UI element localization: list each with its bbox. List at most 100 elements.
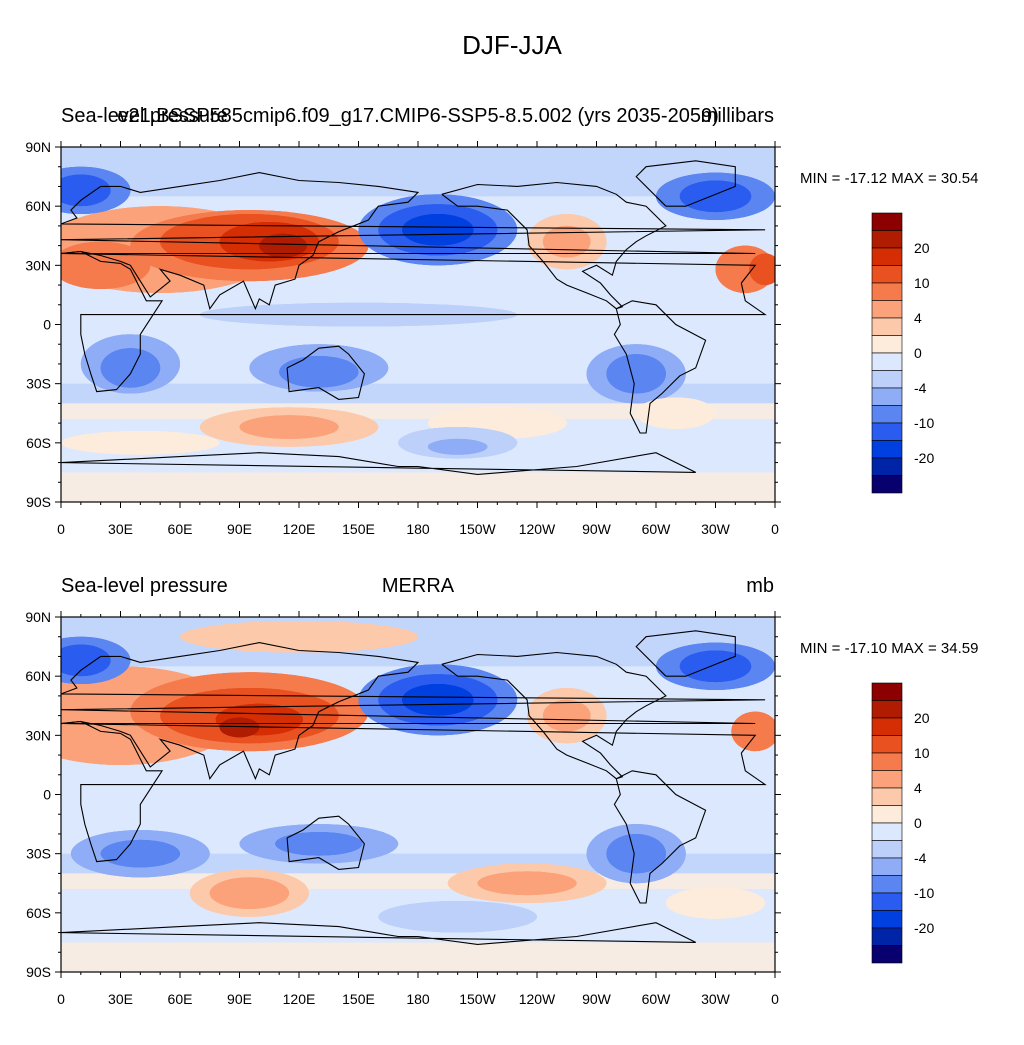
coastline	[61, 720, 767, 863]
map-panel-obs: Sea-level pressure MERRA mb MIN = -17.10…	[0, 565, 1024, 1045]
anomaly-contour	[749, 253, 775, 286]
colorbar-swatch	[871, 300, 903, 319]
colorbar-swatch	[871, 805, 903, 824]
anomaly-contour	[636, 397, 716, 430]
x-tick-label: 90W	[582, 521, 612, 537]
x-tick-label: 0	[771, 991, 779, 1007]
anomaly-contour	[542, 699, 591, 732]
anomaly-contour	[275, 831, 363, 856]
x-tick-label: 120E	[283, 991, 316, 1007]
x-tick-label: 0	[57, 991, 65, 1007]
colorbar-swatch	[871, 422, 903, 441]
anomaly-contour	[100, 839, 180, 868]
y-tick-label: 0	[43, 787, 51, 803]
map-plot-model: 0 30E 60E 90E 120E 150E 180 150W 120W 90W 60W 30W 09…	[25, 139, 934, 537]
colorbar: 20 10 4 0 -4 -10 -20	[871, 212, 934, 494]
y-tick-label: 30S	[26, 376, 51, 392]
colorbar: 20 10 4 0 -4 -10 -20	[871, 682, 934, 964]
y-tick-label: 60N	[25, 668, 51, 684]
x-tick-label: 120E	[283, 521, 316, 537]
coastline	[61, 922, 696, 945]
colorbar-label: -10	[914, 885, 934, 901]
y-tick-label: 90N	[25, 609, 51, 625]
x-tick-label: 150W	[459, 991, 496, 1007]
coastline	[61, 452, 696, 475]
colorbar-label: -4	[914, 380, 927, 396]
x-tick-label: 150E	[342, 991, 375, 1007]
anomaly-contour	[209, 877, 290, 909]
panel-min-max: MIN = -17.12 MAX = 30.54	[800, 170, 979, 187]
x-tick-label: 120W	[519, 991, 556, 1007]
coastline	[613, 300, 707, 434]
x-tick-label: 180	[406, 521, 430, 537]
anomaly-contour	[61, 241, 151, 289]
colorbar-swatch	[871, 475, 903, 494]
x-tick-label: 30W	[701, 521, 731, 537]
x-tick-label: 180	[406, 991, 430, 1007]
colorbar-swatch	[871, 405, 903, 424]
coastline	[286, 815, 365, 870]
anomaly-band	[61, 472, 775, 502]
colorbar-swatch	[871, 717, 903, 736]
x-tick-label: 0	[57, 521, 65, 537]
coastline	[61, 250, 767, 393]
x-tick-label: 150E	[342, 521, 375, 537]
colorbar-swatch	[871, 700, 903, 719]
colorbar-swatch	[871, 682, 903, 701]
colorbar-swatch	[871, 230, 903, 249]
anomaly-contour	[477, 871, 577, 896]
anomaly-contour	[279, 356, 359, 388]
colorbar-label: 20	[914, 240, 930, 256]
colorbar-swatch	[871, 352, 903, 371]
figure-title: DJF-JJA	[462, 30, 562, 60]
map-field	[61, 617, 775, 972]
x-tick-label: 90W	[582, 991, 612, 1007]
panel-min-max: MIN = -17.10 MAX = 34.59	[800, 640, 979, 657]
y-tick-label: 30N	[25, 727, 51, 743]
y-tick-label: 90N	[25, 139, 51, 155]
colorbar-swatch	[871, 317, 903, 336]
anomaly-contour	[219, 717, 260, 738]
x-tick-label: 150W	[459, 521, 496, 537]
x-tick-label: 90E	[227, 991, 252, 1007]
y-tick-label: 60N	[25, 198, 51, 214]
colorbar-swatch	[871, 370, 903, 389]
panel-left-title: Sea-level pressure	[61, 105, 228, 127]
coastline	[441, 181, 667, 310]
anomaly-contour	[378, 901, 537, 933]
coastline	[61, 172, 766, 311]
y-tick-label: 30S	[26, 846, 51, 862]
colorbar-label: 4	[914, 310, 922, 326]
colorbar-swatch	[871, 945, 903, 964]
colorbar-swatch	[871, 840, 903, 859]
colorbar-label: 10	[914, 275, 930, 291]
anomaly-contour	[606, 354, 666, 394]
colorbar-label: 4	[914, 780, 922, 796]
coastline	[441, 651, 667, 780]
panel-units: millibars	[700, 105, 774, 127]
coastline	[613, 770, 707, 904]
map-field	[61, 147, 775, 502]
anomaly-contour	[402, 684, 474, 716]
y-tick-label: 60S	[26, 435, 51, 451]
y-tick-label: 90S	[26, 964, 51, 980]
colorbar-swatch	[871, 752, 903, 771]
panel-center-title: e21.BSSP585cmip6.f09_g17.CMIP6-SSP5-8.5.…	[117, 105, 719, 127]
anomaly-band	[61, 147, 775, 197]
colorbar-swatch	[871, 822, 903, 841]
colorbar-swatch	[871, 927, 903, 946]
x-tick-label: 60W	[642, 991, 672, 1007]
colorbar-swatch	[871, 735, 903, 754]
x-tick-label: 120W	[519, 521, 556, 537]
anomaly-band	[61, 942, 775, 972]
anomaly-contour	[679, 180, 752, 213]
anomaly-contour	[61, 174, 111, 207]
panel-center-title: MERRA	[381, 575, 455, 597]
colorbar-swatch	[871, 247, 903, 266]
colorbar-label: -20	[914, 450, 934, 466]
coastline	[635, 630, 736, 677]
colorbar-swatch	[871, 857, 903, 876]
x-tick-label: 60E	[168, 991, 193, 1007]
colorbar-label: 10	[914, 745, 930, 761]
x-tick-label: 30E	[108, 991, 133, 1007]
